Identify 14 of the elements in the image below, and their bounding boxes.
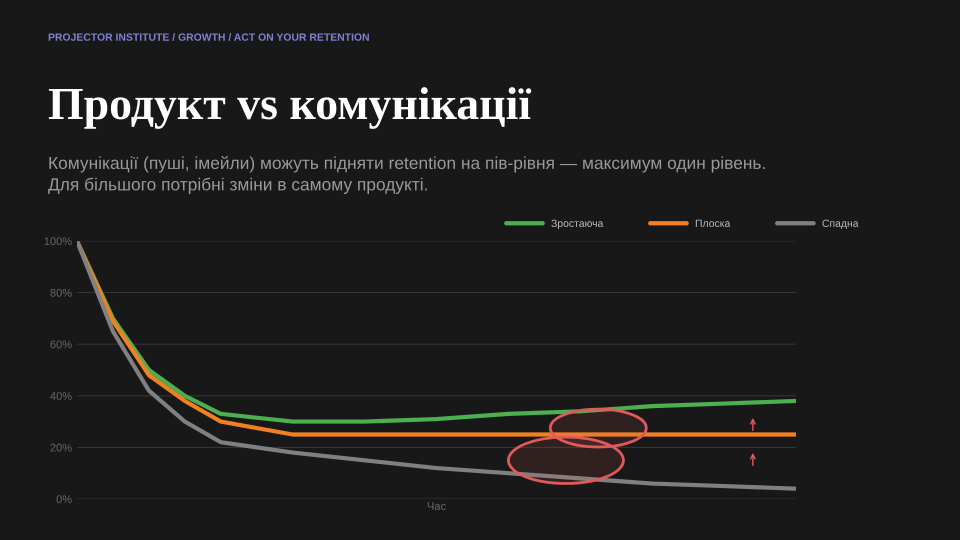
chart-title: Продукт vs комунікації bbox=[48, 87, 532, 129]
line-series bbox=[77, 241, 796, 491]
y-tick-label: 80% bbox=[50, 288, 72, 297]
x-axis-title: Час bbox=[428, 502, 446, 510]
legend-label: Плоска bbox=[696, 220, 730, 227]
legend-label: Спадна bbox=[822, 220, 859, 229]
y-tick-label: 20% bbox=[50, 444, 72, 452]
y-tick-label: 0% bbox=[56, 495, 72, 504]
legend-label: Зростаюча bbox=[551, 220, 604, 230]
y-tick-label: 40% bbox=[50, 392, 72, 400]
text: PROJECTOR INSTITUTE / GROWTH / ACT ON YOUR RETENTION bbox=[48, 33, 369, 41]
y-tick-label: 100% bbox=[44, 237, 72, 246]
y-tick-label: 60% bbox=[50, 340, 72, 348]
chart-subtitle: Комунікації (пуші, імейли) можуть підняти retention на пів-рівня — максимум один рівень. Для більшого потрібні зміни в самому продукті. bbox=[48, 156, 765, 194]
